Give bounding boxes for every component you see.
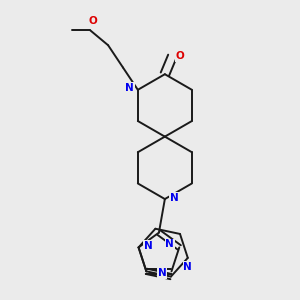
Text: N: N [165,239,174,249]
Text: N: N [183,262,192,272]
Text: O: O [175,51,184,62]
Text: O: O [88,16,97,26]
Text: N: N [170,193,179,202]
Text: N: N [125,83,134,93]
Text: N: N [158,268,166,278]
Text: N: N [144,241,152,251]
